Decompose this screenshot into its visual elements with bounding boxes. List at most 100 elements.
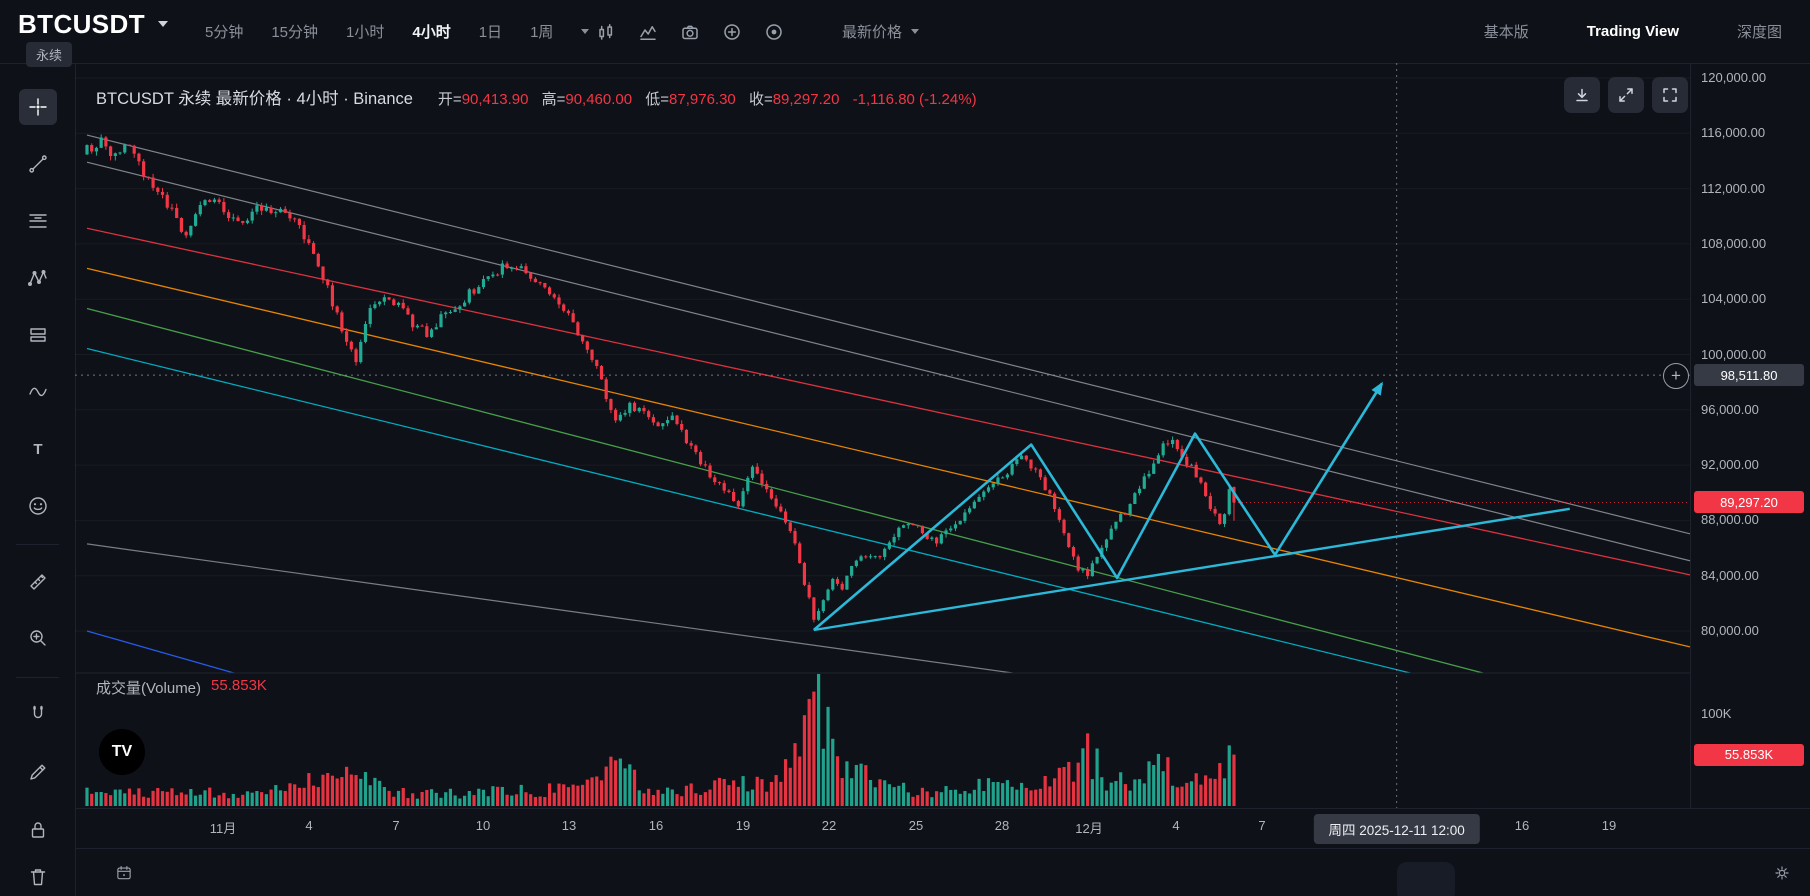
volume-axis-label: 100K xyxy=(1701,706,1732,721)
price-tick-label: 120,000.00 xyxy=(1701,70,1767,85)
crosshair-price-badge: 98,511.80 xyxy=(1694,364,1804,387)
price-tick-label: 84,000.00 xyxy=(1701,567,1759,583)
chart-style-icon[interactable] xyxy=(596,22,616,42)
high-value: 90,460.00 xyxy=(565,91,633,108)
settings-icon[interactable] xyxy=(1767,858,1797,888)
tradingview-logo-text: TV xyxy=(111,743,133,760)
open-label: 开= xyxy=(437,91,462,108)
chart-legend-row: BTCUSDT 永续 最新价格 · 4小时 · Binance 开=90,413… xyxy=(96,85,977,109)
price-tick-label: 88,000.00 xyxy=(1701,512,1759,528)
add-alert-icon[interactable]: + xyxy=(1663,363,1689,390)
timeframe-5min[interactable]: 5分钟 xyxy=(205,21,243,42)
tool-long-position[interactable] xyxy=(19,317,57,353)
tool-ruler[interactable] xyxy=(19,564,57,600)
view-tab-bar: 基本版 Trading View 深度图 xyxy=(1478,0,1788,63)
time-tick-label: 22 xyxy=(821,818,837,833)
high-label: 高= xyxy=(541,91,566,108)
time-tick-label: 13 xyxy=(561,818,577,833)
fullscreen-icon[interactable] xyxy=(1652,77,1688,113)
tool-crosshair[interactable] xyxy=(19,89,57,125)
header-icon-bar xyxy=(596,0,784,63)
timeframe-1d[interactable]: 1日 xyxy=(479,21,502,42)
candlestick-volume-chart[interactable] xyxy=(75,63,1690,808)
indicators-icon[interactable] xyxy=(638,22,658,42)
tool-magnet[interactable] xyxy=(19,696,57,732)
price-tick-label: 112,000.00 xyxy=(1701,180,1766,196)
timeframe-more-icon[interactable] xyxy=(581,29,590,34)
tool-fib-retracement[interactable] xyxy=(19,203,57,239)
time-tick-label: 10 xyxy=(475,818,491,833)
chevron-down-icon xyxy=(911,29,920,34)
price-tick-label: 108,000.00 xyxy=(1701,235,1767,251)
low-label: 低= xyxy=(645,91,670,108)
top-bar: BTCUSDT 5分钟 15分钟 1小时 4小时 1日 1周 xyxy=(0,0,1810,63)
save-chart-icon[interactable] xyxy=(1564,77,1600,113)
tab-depth-chart[interactable]: 深度图 xyxy=(1731,20,1788,43)
timeframe-1h[interactable]: 1小时 xyxy=(346,21,384,42)
tool-lock[interactable] xyxy=(19,812,57,848)
tab-basic-version[interactable]: 基本版 xyxy=(1478,20,1535,43)
chevron-down-icon xyxy=(158,21,169,27)
price-tick-label: 116,000.00 xyxy=(1701,125,1766,141)
maximize-pane-icon[interactable] xyxy=(1608,77,1644,113)
tool-remove-drawings[interactable] xyxy=(19,859,57,895)
chart-title: BTCUSDT 永续 最新价格 · 4小时 · Binance xyxy=(96,90,413,108)
time-tick-label: 16 xyxy=(648,818,664,833)
time-tick-label: 25 xyxy=(908,818,924,833)
chart-region: BTCUSDT 永续 最新价格 · 4小时 · Binance 开=90,413… xyxy=(75,63,1690,808)
time-tick-label: 11月 xyxy=(209,821,237,836)
open-value: 90,413.90 xyxy=(461,91,529,108)
time-tick-label: 19 xyxy=(1601,818,1617,833)
tool-elliott-wave[interactable] xyxy=(19,374,57,410)
ohlc-readout: 开=90,413.90 高=90,460.00 低=87,976.30 收=89… xyxy=(429,88,977,109)
timeframe-bar: 5分钟 15分钟 1小时 4小时 1日 1周 xyxy=(205,0,590,63)
add-circle-icon[interactable] xyxy=(722,22,742,42)
volume-label: 成交量(Volume) xyxy=(96,680,202,697)
volume-value-badge: 55.853K xyxy=(1694,743,1804,766)
price-axis[interactable]: 120,000.00 116,000.00 112,000.00 108,000.00… xyxy=(1690,63,1810,808)
tool-xabcd-pattern[interactable] xyxy=(19,260,57,296)
drawing-toolbar: T xyxy=(0,63,76,896)
time-tick-label: 12月 xyxy=(1075,821,1103,836)
go-to-date-icon[interactable] xyxy=(109,858,139,888)
camera-icon[interactable] xyxy=(680,22,700,42)
time-tick-label: 7 xyxy=(1258,818,1266,833)
price-mode-dropdown[interactable]: 最新价格 xyxy=(842,0,920,63)
toolbar-divider xyxy=(16,544,59,545)
price-tick-label: 80,000.00 xyxy=(1701,623,1759,638)
tool-zoom-in[interactable] xyxy=(19,620,57,656)
price-tick-label: 92,000.00 xyxy=(1701,457,1759,473)
close-value: 89,297.20 xyxy=(772,91,840,108)
tool-trend-line[interactable] xyxy=(19,146,57,182)
timeframe-15min[interactable]: 15分钟 xyxy=(271,21,318,42)
tool-text[interactable]: T xyxy=(19,431,57,467)
target-icon[interactable] xyxy=(764,22,784,42)
price-tick-label: 104,000.00 xyxy=(1701,291,1767,307)
time-tick-label: 7 xyxy=(392,818,400,833)
symbol-selector[interactable]: BTCUSDT xyxy=(18,2,169,46)
symbol-title: BTCUSDT xyxy=(18,8,146,39)
volume-value: 55.853K xyxy=(211,677,267,694)
time-tick-label: 28 xyxy=(994,818,1010,833)
header-divider xyxy=(0,63,1810,64)
tradingview-logo[interactable]: TV xyxy=(99,729,145,775)
chevron-down-icon xyxy=(581,29,590,34)
tab-trading-view[interactable]: Trading View xyxy=(1581,22,1685,41)
tool-draw-pencil[interactable] xyxy=(19,754,57,790)
overlay-blob xyxy=(1397,862,1455,896)
svg-text:T: T xyxy=(33,441,42,458)
price-mode-label: 最新价格 xyxy=(842,24,903,41)
crosshair-time-badge: 周四 2025-12-11 12:00 xyxy=(1313,814,1480,844)
time-axis[interactable]: 11月 4 7 10 13 16 19 22 25 28 12月 4 7 16 19 周四 2025-12-… xyxy=(75,808,1810,849)
close-label: 收= xyxy=(748,91,773,108)
low-value: 87,976.30 xyxy=(669,91,736,108)
timeframe-1w[interactable]: 1周 xyxy=(530,21,553,42)
last-price-badge: 89,297.20 xyxy=(1694,491,1804,514)
volume-legend: 成交量(Volume) 55.853K xyxy=(96,677,267,698)
bottom-bar xyxy=(75,848,1810,896)
tool-emoji[interactable] xyxy=(19,488,57,524)
timeframe-4h[interactable]: 4小时 xyxy=(412,21,450,42)
contract-type-badge[interactable]: 永续 xyxy=(26,42,73,67)
time-tick-label: 4 xyxy=(305,818,313,833)
